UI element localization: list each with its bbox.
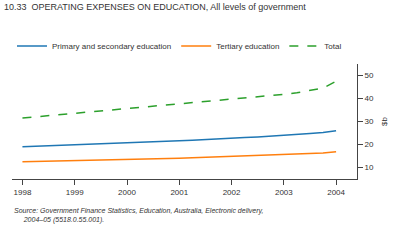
svg-text:20: 20 — [365, 140, 374, 149]
svg-text:Primary and secondary educatio: Primary and secondary education — [52, 42, 171, 51]
svg-text:1998: 1998 — [14, 188, 32, 197]
svg-text:Tertiary education: Tertiary education — [216, 42, 279, 51]
svg-text:Source: Government Finance Sta: Source: Government Finance Statistics, E… — [14, 207, 263, 224]
svg-text:2002: 2002 — [223, 188, 241, 197]
svg-text:2001: 2001 — [170, 188, 188, 197]
svg-text:1999: 1999 — [66, 188, 84, 197]
svg-text:Total: Total — [324, 42, 341, 51]
svg-text:10.33 OPERATING EXPENSES ON E: 10.33 OPERATING EXPENSES ON EDUCATION, A… — [4, 2, 306, 12]
svg-text:2004: 2004 — [327, 188, 345, 197]
svg-text:30: 30 — [365, 117, 374, 126]
svg-text:10: 10 — [365, 163, 374, 172]
svg-text:40: 40 — [365, 94, 374, 103]
svg-text:2003: 2003 — [275, 188, 293, 197]
svg-text:50: 50 — [365, 71, 374, 80]
svg-text:$b: $b — [380, 117, 389, 126]
svg-text:2000: 2000 — [118, 188, 136, 197]
